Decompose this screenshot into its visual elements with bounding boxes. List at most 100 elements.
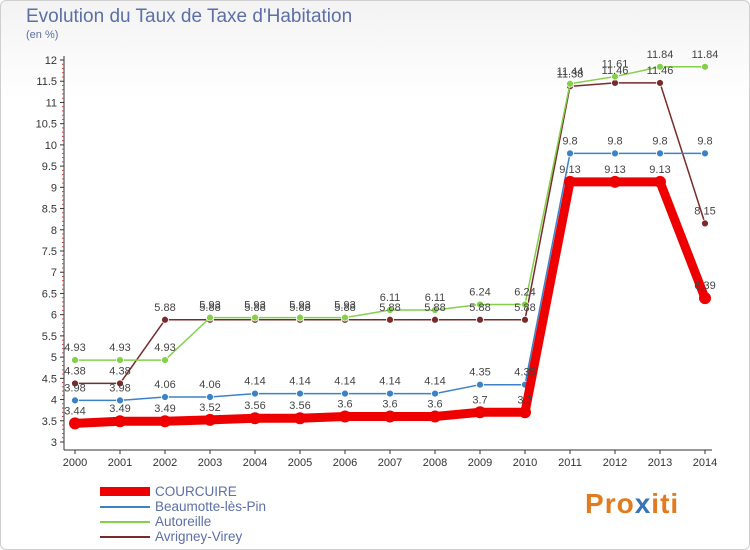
data-label: 3.7 xyxy=(517,394,532,406)
data-point xyxy=(611,149,619,158)
data-label: 3.49 xyxy=(154,403,175,415)
data-point xyxy=(341,389,349,398)
data-point xyxy=(386,389,394,398)
data-label: 5.88 xyxy=(244,302,265,314)
logo-letter: o xyxy=(616,488,635,519)
data-label: 4.14 xyxy=(244,376,265,388)
legend-swatch xyxy=(100,506,150,508)
data-point xyxy=(656,149,664,158)
data-label: 4.93 xyxy=(64,342,85,354)
data-point xyxy=(341,313,349,322)
data-point xyxy=(431,306,439,314)
legend-label: Beaumotte-lès-Pin xyxy=(155,499,267,514)
x-tick-label: 2011 xyxy=(558,457,582,469)
data-point xyxy=(161,356,169,364)
data-point xyxy=(431,315,439,324)
x-tick-label: 2012 xyxy=(603,457,627,469)
data-point xyxy=(116,356,124,364)
data-label: 5.93 xyxy=(244,300,265,312)
data-point xyxy=(206,393,214,401)
data-label: 3.7 xyxy=(472,394,487,406)
data-point xyxy=(251,313,259,322)
data-label: 4.93 xyxy=(109,342,130,354)
data-point xyxy=(476,315,484,324)
data-label: 3.49 xyxy=(109,403,130,415)
data-point xyxy=(339,410,351,423)
data-label: 6.39 xyxy=(694,280,715,292)
y-tick-label: 6.5 xyxy=(42,288,57,300)
legend-label: Autoreille xyxy=(155,514,212,529)
data-label: 9.8 xyxy=(607,135,622,147)
data-point xyxy=(116,379,124,388)
data-label: 11.61 xyxy=(602,59,629,71)
data-point xyxy=(296,313,304,322)
data-point xyxy=(114,415,126,428)
legend-swatch xyxy=(100,536,150,538)
y-tick-label: 3 xyxy=(51,437,57,449)
data-point xyxy=(251,389,259,398)
data-point xyxy=(611,72,619,81)
data-point xyxy=(116,396,124,405)
chart-title: Evolution du Taux de Taxe d'Habitation xyxy=(26,6,353,27)
data-label: 4.93 xyxy=(154,342,175,354)
data-point xyxy=(204,413,216,426)
x-tick-label: 2013 xyxy=(648,457,672,469)
data-label: 5.88 xyxy=(469,302,490,314)
x-tick-label: 2000 xyxy=(63,457,87,469)
data-label: 4.14 xyxy=(424,376,445,388)
y-tick-label: 7 xyxy=(51,267,57,279)
data-label: 4.06 xyxy=(199,379,220,391)
x-tick-label: 2003 xyxy=(198,457,222,469)
x-tick-label: 2010 xyxy=(513,457,537,469)
data-label: 9.13 xyxy=(649,164,670,176)
data-point xyxy=(161,393,169,401)
series-line xyxy=(74,82,706,385)
data-point xyxy=(71,356,79,364)
data-label: 4.14 xyxy=(379,376,400,388)
data-point xyxy=(71,379,79,388)
legend-label: COURCUIRE xyxy=(155,484,237,499)
data-label: 4.14 xyxy=(289,376,310,388)
data-point xyxy=(656,79,664,87)
data-point xyxy=(521,300,529,309)
x-tick-label: 2004 xyxy=(243,457,267,469)
data-point xyxy=(386,315,394,324)
x-tick-label: 2002 xyxy=(153,457,177,469)
data-point xyxy=(249,412,261,425)
y-tick-label: 9 xyxy=(51,182,57,194)
y-tick-label: 11 xyxy=(46,97,57,109)
y-tick-label: 10.5 xyxy=(36,119,57,131)
y-tick-label: 6 xyxy=(51,310,57,322)
data-point xyxy=(476,300,484,309)
data-label: 3.6 xyxy=(337,399,352,411)
data-point xyxy=(476,380,484,389)
y-tick-label: 8.5 xyxy=(42,204,57,216)
data-label: 5.93 xyxy=(289,300,310,312)
data-label: 5.88 xyxy=(514,302,535,314)
data-point xyxy=(701,219,709,228)
y-tick-label: 12 xyxy=(45,55,57,67)
data-label: 6.24 xyxy=(469,286,490,298)
data-label: 4.38 xyxy=(64,365,85,377)
legend-swatch xyxy=(100,521,150,523)
y-tick-label: 11.5 xyxy=(36,76,57,88)
x-tick-label: 2007 xyxy=(378,457,402,469)
legend-item-avrigney: Avrigney-Virey xyxy=(100,529,360,544)
data-label: 5.88 xyxy=(334,302,355,314)
data-point xyxy=(159,415,171,428)
data-point xyxy=(611,79,619,87)
data-point xyxy=(566,79,574,88)
data-label: 11.46 xyxy=(602,65,629,77)
data-label: 3.6 xyxy=(382,399,397,411)
proxiti-logo: Proxiti xyxy=(585,488,679,520)
data-point xyxy=(699,292,711,305)
data-label: 9.13 xyxy=(604,164,625,176)
legend-swatch xyxy=(100,487,150,496)
y-tick-label: 3.5 xyxy=(42,416,57,428)
y-tick-label: 7.5 xyxy=(42,246,57,258)
x-tick-label: 2006 xyxy=(333,457,357,469)
data-label: 9.8 xyxy=(697,135,712,147)
data-label: 3.6 xyxy=(427,399,442,411)
data-label: 5.88 xyxy=(199,302,220,314)
